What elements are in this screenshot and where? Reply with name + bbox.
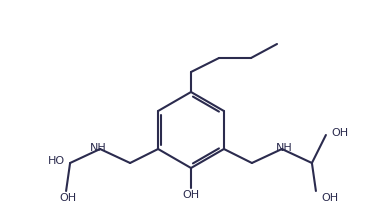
Text: NH: NH [275, 143, 292, 153]
Text: OH: OH [331, 128, 348, 138]
Text: NH: NH [90, 143, 107, 153]
Text: OH: OH [60, 193, 77, 203]
Text: OH: OH [321, 193, 338, 203]
Text: OH: OH [183, 190, 199, 200]
Text: HO: HO [47, 156, 65, 166]
